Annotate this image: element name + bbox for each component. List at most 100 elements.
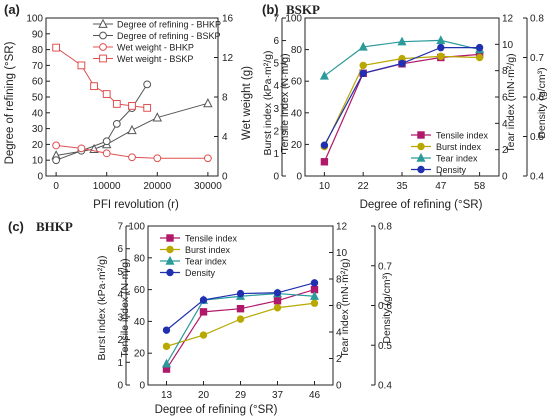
panel-c-data-point — [273, 304, 282, 312]
panel-c-right-y-tick-label: 0 — [336, 381, 342, 392]
panel-b-data-point — [437, 52, 445, 61]
panel-a-legend-marker — [99, 31, 107, 40]
panel-a-y-tick-label: 70 — [32, 61, 44, 72]
panel-a-data-point — [102, 137, 111, 146]
panel-b-legend-label: Tensile index — [436, 131, 489, 141]
panel-c-data-point — [236, 315, 245, 323]
panel-b-label: (b) — [262, 2, 279, 17]
panel-a-y-tick-label: 10 — [32, 156, 44, 167]
panel-c-far-y-tick-label: 0.6 — [378, 301, 392, 312]
panel-b-far-y-tick-label: 0.7 — [530, 53, 544, 64]
panel-b-data-point — [436, 35, 446, 45]
panel-a-x-tick-label: 20000 — [143, 181, 171, 192]
panel-c-x-tick-label: 29 — [235, 390, 247, 401]
panel-c-legend-marker — [166, 268, 174, 277]
panel-b-outer-y-tick-label: 3 — [273, 104, 279, 115]
panel-b-x-tick-label: 47 — [435, 181, 447, 192]
panel-a-xlabel: PFI revolution (r) — [93, 199, 179, 211]
panel-b-inner-y-tick-label: 100 — [285, 14, 302, 25]
panel-b-inner-y-tick-label: 20 — [291, 140, 303, 151]
panel-c-data-point — [162, 342, 171, 351]
panel-c-data-point — [273, 297, 282, 305]
panel-b-outer-y-tick-label: 5 — [273, 59, 279, 70]
panel-c-outer-y-tick-label: 3 — [117, 312, 123, 323]
panel-a-y2-tick-label: 8 — [222, 93, 228, 104]
panel-b-legend-marker — [416, 152, 426, 162]
panel-b-right-y-tick-label: 4 — [502, 119, 508, 130]
panel-a-data-point — [77, 61, 86, 70]
panel-b-data-point — [358, 41, 368, 51]
panel-b-outer-y-tick-label: 2 — [273, 126, 279, 137]
panel-c-outer-y-tick-label: 1 — [117, 358, 123, 369]
panel-b-x-tick-label: 58 — [474, 181, 486, 192]
panel-a-y-tick-label: 60 — [32, 77, 44, 88]
panel-c-x-tick-label: 13 — [161, 390, 173, 401]
panel-c-outer-ylabel: Burst index (kPa·m²/g) — [96, 255, 108, 360]
panel-a-legend-label: Degree of refining - BSKP — [117, 31, 221, 41]
panel-c-inner-y-tick-label: 100 — [128, 222, 145, 233]
panel-a-ylabel: Degree of refining (°SR) — [4, 41, 16, 164]
panel-b-right-y-tick-label: 2 — [502, 145, 508, 156]
panel-a-data-point — [128, 153, 136, 162]
panel-a-data-point — [102, 149, 111, 158]
panel-b-right-y-tick-label: 12 — [502, 14, 514, 25]
panel-a-data-point — [52, 141, 61, 150]
panel-b-data-point — [475, 43, 484, 52]
panel-b-data-point — [359, 61, 367, 70]
panel-b-right-y-tick-label: 8 — [502, 66, 508, 77]
panel-b-data-point — [475, 53, 484, 62]
panel-c-x-tick-label: 20 — [198, 390, 210, 401]
panel-c-right-y-tick-label: 12 — [336, 222, 348, 233]
panel-c-outer-y-tick-label: 2 — [117, 335, 123, 346]
panel-b-legend-marker — [417, 142, 425, 151]
panel-a-y2-tick-label: 4 — [222, 132, 228, 143]
panel-a-data-point — [112, 119, 121, 128]
panel-a-legend-label: Wet weight - BHKP — [117, 43, 194, 53]
panel-a-data-point — [203, 98, 213, 108]
panel-b-xlabel: Degree of refining (°SR) — [360, 199, 483, 211]
panel-b-far-y-tick-label: 0.5 — [530, 132, 544, 143]
panel-a-y-tick-label: 20 — [32, 140, 44, 151]
panel-b-right-y-tick-label: 6 — [502, 93, 508, 104]
panel-c-right-y-tick-label: 2 — [336, 354, 342, 365]
panel-c-inner-y-tick-label: 60 — [134, 285, 146, 296]
panel-c-legend-label: Density — [185, 268, 216, 278]
panel-a-y2-tick-label: 16 — [222, 14, 234, 25]
panel-c-data-point — [199, 308, 208, 316]
panel-c-right-y-tick-label: 6 — [336, 301, 342, 312]
panel-c-inner-y-tick-label: 0 — [139, 381, 145, 392]
panel-c-data-point — [310, 299, 319, 307]
panel-a-y-tick-label: 90 — [32, 29, 44, 40]
panel-c-right-y-tick-label: 10 — [336, 248, 348, 259]
panel-a-series-line — [56, 144, 208, 159]
panel-c-outer-y-tick-label: 5 — [117, 267, 123, 278]
panel-c-inner-ylabel: Tensile index (N·m/g) — [119, 258, 131, 357]
panel-a-data-point — [203, 154, 212, 163]
panel-a-x-tick-label: 0 — [53, 181, 59, 192]
panel-b-right-y-tick-label: 0 — [502, 172, 508, 183]
panel-a-y-tick-label: 50 — [32, 93, 44, 104]
panel-b-title: BSKP — [286, 2, 320, 17]
panel-a-data-point — [102, 90, 111, 98]
panel-a-x-tick-label: 10000 — [93, 181, 121, 192]
panel-c-outer-y-tick-label: 0 — [117, 381, 123, 392]
panel-c-legend-label: Tensile index — [185, 234, 238, 244]
panel-c-far-y-tick-label: 0.8 — [378, 222, 392, 233]
panel-c-legend-label: Tear index — [185, 257, 227, 267]
panel-c-right-y-tick-label: 8 — [336, 275, 342, 286]
panel-a-data-point — [127, 124, 137, 135]
panel-b-outer-ylabel: Burst index (kPa·m²/g) — [262, 50, 274, 155]
panel-b-inner-ylabel: Tensile index (N·m/g) — [279, 53, 291, 152]
panel-a-legend-label: Wet weight - BSKP — [117, 54, 193, 64]
panel-b-data-point — [359, 69, 367, 78]
panel-a-data-point — [153, 154, 162, 163]
panel-b-data-point — [398, 59, 406, 68]
panel-c-far-ylabel: Density (g/cm³) — [381, 272, 393, 343]
panel-c-outer-y-tick-label: 7 — [117, 222, 123, 233]
panel-b-outer-y-tick-label: 4 — [273, 81, 279, 92]
panel-c-data-point — [199, 296, 208, 304]
panel-c-legend-marker — [166, 245, 174, 254]
panel-a-data-point — [143, 80, 152, 89]
panel-b-far-ylabel: Density (g/cm³) — [536, 67, 548, 138]
